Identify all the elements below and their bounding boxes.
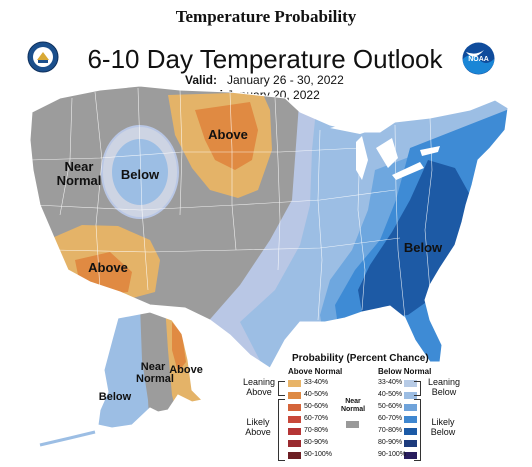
brace-leaning-above — [278, 381, 285, 396]
legend-below-swatch — [404, 428, 417, 435]
label-below-west: Below — [120, 167, 160, 182]
legend-above-level-label: 40-50% — [304, 391, 329, 398]
legend-above-swatch — [288, 416, 301, 423]
legend-below-swatch — [404, 416, 417, 423]
legend-leaning-above: Leaning Above — [242, 377, 276, 397]
label-alaska-above: Above — [169, 364, 203, 376]
legend-below-level-label: 90-100% — [378, 451, 407, 458]
west-below-40-50 — [112, 139, 168, 205]
legend-below-swatch — [404, 440, 417, 447]
probability-legend: Probability (Percent Chance) Above Norma… — [240, 353, 532, 467]
valid-value: January 26 - 30, 2022 — [227, 73, 344, 87]
legend-above-level-label: 70-80% — [304, 427, 329, 434]
legend-leaning-below: Leaning Below — [427, 377, 461, 397]
aleutian-islands — [39, 430, 96, 447]
legend-near-normal-label: Near Normal — [340, 398, 366, 413]
legend-below-level-label: 80-90% — [378, 439, 403, 446]
noaa-logo: NOAA — [462, 42, 495, 75]
brace-likely-below — [414, 399, 421, 461]
legend-above-level-label: 80-90% — [304, 439, 329, 446]
lake-ontario — [420, 146, 440, 156]
legend-above-swatch — [288, 428, 301, 435]
legend-below-swatch — [404, 452, 417, 459]
legend-above-swatch — [288, 404, 301, 411]
legend-above-swatch — [288, 452, 301, 459]
legend-below-swatch — [404, 404, 417, 411]
valid-label: Valid: — [185, 73, 218, 87]
label-above-north: Above — [208, 127, 248, 142]
legend-title: Probability (Percent Chance) — [292, 353, 429, 364]
legend-below-level-label: 70-80% — [378, 427, 403, 434]
legend-above-level-label: 33-40% — [304, 379, 329, 386]
brace-leaning-below — [414, 381, 421, 396]
legend-above-swatch — [288, 392, 301, 399]
label-above-southwest: Above — [88, 260, 128, 275]
label-near-normal-west: Near Normal — [56, 159, 102, 188]
conus-outline — [29, 85, 509, 369]
legend-below-level-label: 50-60% — [378, 403, 403, 410]
lake-michigan — [356, 136, 368, 180]
alaska-outline — [97, 311, 204, 429]
brace-likely-above — [278, 399, 285, 461]
legend-below-level-label: 33-40% — [378, 379, 403, 386]
legend-above-level-label: 50-60% — [304, 403, 329, 410]
legend-near-normal-swatch — [346, 421, 359, 428]
legend-below-swatch — [404, 392, 417, 399]
legend-likely-below: Likely Below — [430, 417, 456, 437]
legend-below-level-label: 60-70% — [378, 415, 403, 422]
label-below-east: Below — [403, 240, 443, 255]
label-alaska-near-normal: Near Normal — [136, 361, 174, 385]
legend-below-header: Below Normal — [378, 367, 432, 376]
lake-huron — [376, 138, 398, 168]
legend-below-swatch — [404, 380, 417, 387]
legend-above-swatch — [288, 440, 301, 447]
department-of-commerce-seal — [27, 41, 59, 73]
legend-above-level-label: 90-100% — [304, 451, 333, 458]
north-above-40-50 — [195, 102, 258, 170]
page-title: Temperature Probability — [175, 7, 357, 26]
legend-above-level-label: 60-70% — [304, 415, 329, 422]
legend-above-swatch — [288, 380, 301, 387]
legend-above-header: Above Normal — [288, 367, 343, 376]
alaska-above-40-50 — [172, 322, 186, 372]
label-alaska-below: Below — [98, 391, 132, 403]
lake-erie — [392, 162, 424, 180]
legend-below-level-label: 40-50% — [378, 391, 403, 398]
valid-dates: Valid: January 26 - 30, 2022 — [185, 73, 344, 87]
map-title: 6-10 Day Temperature Outlook — [87, 44, 443, 74]
svg-text:NOAA: NOAA — [468, 56, 489, 63]
legend-likely-above: Likely Above — [245, 417, 271, 437]
